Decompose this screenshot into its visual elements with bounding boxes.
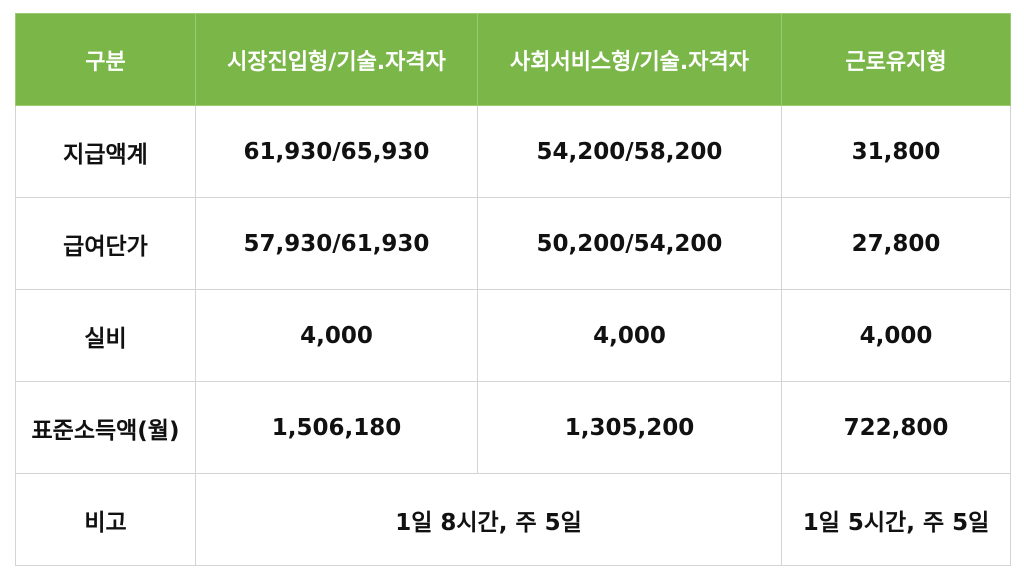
cell-work-maintenance: 722,800 (781, 381, 1011, 474)
note-work-maintenance: 1일 5시간, 주 5일 (781, 473, 1011, 566)
row-label: 실비 (15, 289, 196, 382)
header-work-maintenance: 근로유지형 (781, 13, 1011, 106)
cell-social-service: 4,000 (477, 289, 782, 382)
cell-social-service: 54,200/58,200 (477, 105, 782, 198)
table-header: 구분 시장진입형/기술.자격자 사회서비스형/기술.자격자 근로유지형 (15, 13, 1011, 106)
cell-work-maintenance: 27,800 (781, 197, 1011, 290)
header-category: 구분 (15, 13, 196, 106)
cell-social-service: 50,200/54,200 (477, 197, 782, 290)
cell-market-entry: 57,930/61,930 (195, 197, 478, 290)
table-row: 급여단가 57,930/61,930 50,200/54,200 27,800 (15, 197, 1011, 290)
table-row: 실비 4,000 4,000 4,000 (15, 289, 1011, 382)
header-market-entry: 시장진입형/기술.자격자 (195, 13, 478, 106)
cell-market-entry: 4,000 (195, 289, 478, 382)
row-label: 표준소득액(월) (15, 381, 196, 474)
table-row: 지급액계 61,930/65,930 54,200/58,200 31,800 (15, 105, 1011, 198)
cell-market-entry: 1,506,180 (195, 381, 478, 474)
header-social-service: 사회서비스형/기술.자격자 (477, 13, 782, 106)
header-row: 구분 시장진입형/기술.자격자 사회서비스형/기술.자격자 근로유지형 (15, 13, 1011, 106)
note-market-social: 1일 8시간, 주 5일 (195, 473, 782, 566)
row-label: 지급액계 (15, 105, 196, 198)
table-row: 표준소득액(월) 1,506,180 1,305,200 722,800 (15, 381, 1011, 474)
cell-work-maintenance: 31,800 (781, 105, 1011, 198)
cell-work-maintenance: 4,000 (781, 289, 1011, 382)
table-body: 지급액계 61,930/65,930 54,200/58,200 31,800 … (15, 105, 1011, 566)
row-label: 급여단가 (15, 197, 196, 290)
wage-comparison-table: 구분 시장진입형/기술.자격자 사회서비스형/기술.자격자 근로유지형 지급액계… (15, 13, 1011, 566)
cell-social-service: 1,305,200 (477, 381, 782, 474)
cell-market-entry: 61,930/65,930 (195, 105, 478, 198)
note-row: 비고 1일 8시간, 주 5일 1일 5시간, 주 5일 (15, 473, 1011, 566)
row-label: 비고 (15, 473, 196, 566)
